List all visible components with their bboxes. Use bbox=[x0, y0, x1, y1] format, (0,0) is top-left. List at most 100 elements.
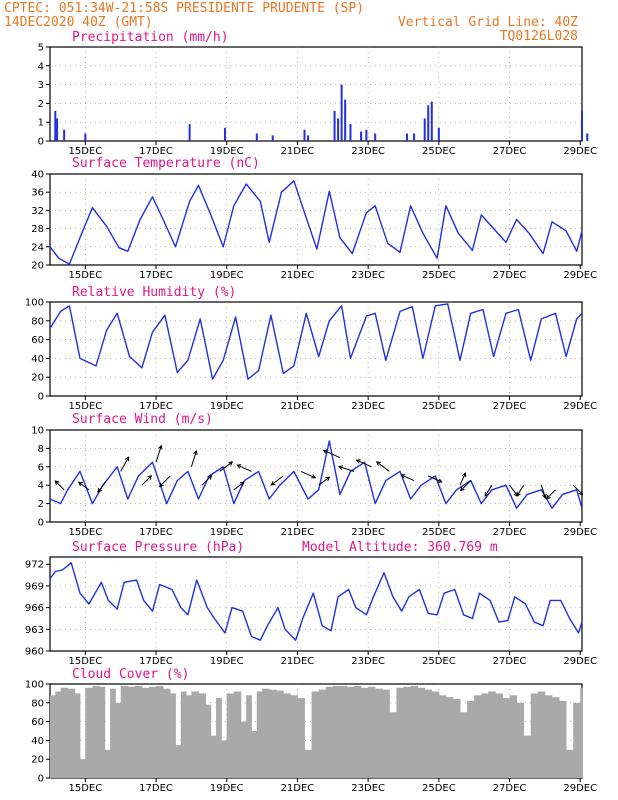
wind-arrow bbox=[78, 481, 90, 491]
wind-arrow bbox=[323, 449, 341, 459]
wind-arrow-head bbox=[337, 465, 344, 470]
pressure-panel: Surface Pressure (hPa) Model Altitude: 3… bbox=[25, 540, 597, 667]
cloud-bar bbox=[559, 700, 567, 778]
wind-arrow bbox=[201, 475, 212, 486]
cloud-bar bbox=[544, 695, 553, 778]
cloud-bar bbox=[163, 688, 171, 778]
wind-arrow bbox=[376, 461, 390, 472]
wind-arrow-head bbox=[542, 493, 547, 499]
precip-bar bbox=[303, 129, 306, 141]
cloud-bar bbox=[318, 689, 327, 778]
pres-ytick-label: 966 bbox=[25, 603, 44, 614]
cloud-ytick-label: 80 bbox=[31, 698, 44, 709]
wind-arrow bbox=[338, 466, 355, 472]
cloud-xtick-label: 17DEC bbox=[139, 783, 173, 794]
wind-xtick-label: 25DEC bbox=[422, 527, 456, 538]
precip-ytick-label: 5 bbox=[38, 43, 44, 54]
wind-panel: Surface Wind (m/s) 0 2 4 6 8 10 15DEC 17DEC 19DE… bbox=[31, 412, 597, 538]
wind-arrow bbox=[120, 456, 130, 472]
wind-arrow-head bbox=[355, 459, 361, 464]
wind-ytick-label: 10 bbox=[31, 426, 44, 437]
wind-arrow bbox=[460, 480, 472, 491]
cloud-bar bbox=[269, 689, 277, 778]
temp-xtick-label: 21DEC bbox=[281, 270, 315, 281]
station-header: CPTEC: 051:34W-21:58S PRESIDENTE PRUDENT… bbox=[4, 1, 364, 16]
cloud-bar bbox=[156, 685, 164, 778]
precip-bar bbox=[340, 84, 343, 141]
cloud-xtick-label: 27DEC bbox=[493, 783, 527, 794]
wind-arrow-head bbox=[459, 486, 465, 492]
rh-xtick-label: 29DEC bbox=[563, 401, 597, 412]
precip-bar bbox=[84, 133, 87, 141]
wind-arrow-head bbox=[375, 461, 381, 466]
precip-bar bbox=[413, 133, 416, 141]
precip-ytick-label: 3 bbox=[38, 80, 44, 91]
cloud-bar bbox=[85, 687, 93, 778]
precip-xtick-label: 15DEC bbox=[68, 146, 102, 157]
cloud-bar bbox=[530, 693, 539, 778]
precip-ytick-label: 0 bbox=[38, 137, 44, 148]
temp-series-line bbox=[49, 180, 583, 265]
rh-ytick-label: 0 bbox=[38, 392, 44, 403]
temp-ytick-label: 32 bbox=[31, 206, 44, 217]
rh-xtick-label: 23DEC bbox=[351, 401, 385, 412]
wind-xtick-label: 15DEC bbox=[68, 527, 102, 538]
wind-arrow bbox=[572, 484, 583, 495]
precip-bar bbox=[374, 133, 377, 141]
temp-frame bbox=[49, 173, 583, 266]
precip-frame bbox=[49, 46, 583, 142]
wind-arrow bbox=[271, 475, 284, 486]
precip-bar bbox=[349, 124, 352, 141]
cloud-bar bbox=[580, 687, 583, 778]
forecast-date: 14DEC2020 40Z (GMT) bbox=[4, 15, 153, 30]
cloud-bar bbox=[566, 749, 574, 778]
cloud-bar bbox=[375, 688, 383, 778]
rh-ytick-label: 100 bbox=[25, 298, 44, 309]
precipitation-panel: Precipitation (mm/h) 0 1 2 3 4 5 15DEC 17DEC 19D… bbox=[38, 30, 597, 157]
cloud-bar bbox=[382, 689, 390, 778]
precip-bar bbox=[430, 101, 433, 141]
cloud-bar bbox=[438, 695, 447, 778]
wind-arrow-head bbox=[158, 482, 164, 488]
wind-xtick-label: 19DEC bbox=[210, 527, 244, 538]
pres-series-line bbox=[49, 562, 583, 641]
temp-ytick-label: 36 bbox=[31, 188, 44, 199]
temp-xtick-label: 25DEC bbox=[422, 270, 456, 281]
cloud-bar bbox=[304, 749, 312, 778]
wind-arrow bbox=[190, 450, 197, 467]
pres-xtick-label: 15DEC bbox=[68, 656, 102, 667]
wind-arrow-head bbox=[400, 474, 406, 479]
wind-frame bbox=[49, 429, 583, 523]
cloud-bar bbox=[141, 687, 150, 778]
temp-xtick-label: 19DEC bbox=[210, 270, 244, 281]
wind-arrow-head bbox=[158, 444, 163, 450]
rh-xtick-label: 15DEC bbox=[68, 401, 102, 412]
cloud-bar bbox=[191, 691, 199, 778]
temp-ytick-label: 24 bbox=[31, 242, 44, 253]
wind-arrow bbox=[97, 480, 107, 493]
precip-bar bbox=[307, 135, 310, 141]
wind-arrow bbox=[401, 474, 415, 482]
precip-bar bbox=[360, 131, 363, 141]
wind-arrow-head bbox=[77, 481, 83, 487]
cloud-bar bbox=[104, 749, 111, 778]
precip-xtick-label: 19DEC bbox=[210, 146, 244, 157]
wind-xtick-label: 29DEC bbox=[563, 527, 597, 538]
cloud-bar bbox=[283, 693, 291, 778]
cloud-bar bbox=[495, 693, 503, 778]
cloud-bar bbox=[509, 695, 517, 778]
pres-ytick-label: 969 bbox=[25, 581, 44, 592]
wind-arrow bbox=[159, 475, 171, 487]
wind-arrow bbox=[540, 485, 546, 499]
precip-xtick-label: 25DEC bbox=[422, 146, 456, 157]
precip-bar bbox=[423, 118, 426, 141]
cloud-bar bbox=[417, 687, 426, 778]
wind-arrow bbox=[54, 480, 65, 491]
vertical-grid-note: Vertical Grid Line: 40Z bbox=[398, 15, 578, 30]
precip-ytick-label: 1 bbox=[38, 118, 44, 129]
pres-xtick-label: 25DEC bbox=[422, 656, 456, 667]
precip-ytick-label: 2 bbox=[38, 99, 44, 110]
model-code: TQ0126L028 bbox=[500, 29, 578, 44]
wind-arrow-head bbox=[461, 472, 467, 478]
